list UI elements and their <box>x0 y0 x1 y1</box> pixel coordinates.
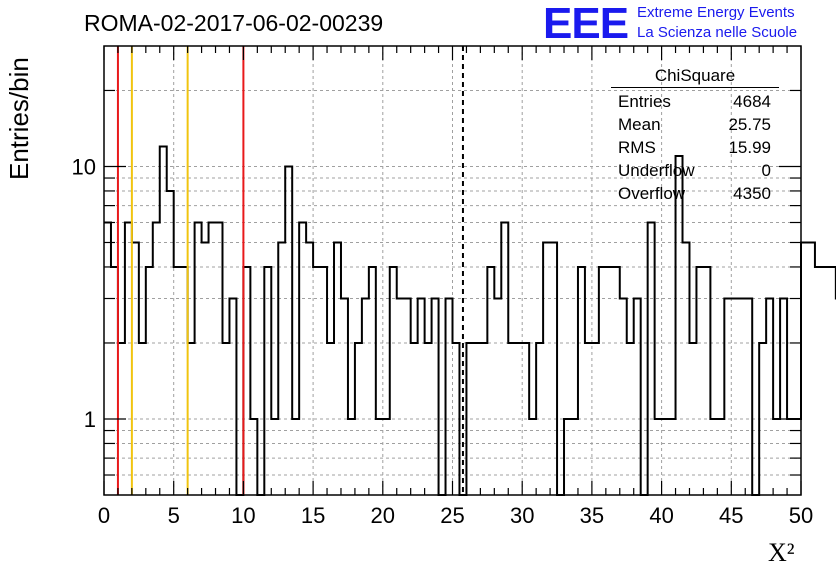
x-tick-label: 50 <box>789 503 813 528</box>
y-tick-label: 1 <box>84 407 96 432</box>
stats-label: Underflow <box>618 161 695 180</box>
x-tick-label: 5 <box>168 503 180 528</box>
y-tick-label: 10 <box>72 154 96 179</box>
stats-value: 4684 <box>733 92 771 111</box>
plot-title: ROMA-02-2017-06-02-00239 <box>84 10 384 36</box>
stats-row-underflow: Underflow 0 <box>611 159 779 182</box>
stats-label: Mean <box>618 115 661 134</box>
stats-row-overflow: Overflow 4350 <box>611 182 779 205</box>
stats-value: 25.75 <box>728 115 771 134</box>
stats-label: RMS <box>618 138 656 157</box>
stats-title: ChiSquare <box>611 66 779 88</box>
stats-box: ChiSquare Entries 4684 Mean 25.75 RMS 15… <box>611 66 779 205</box>
x-tick-label: 40 <box>649 503 673 528</box>
stats-row-mean: Mean 25.75 <box>611 113 779 136</box>
x-tick-label: 20 <box>371 503 395 528</box>
stats-row-entries: Entries 4684 <box>611 90 779 113</box>
stats-label: Entries <box>618 92 671 111</box>
x-tick-label: 0 <box>98 503 110 528</box>
histogram-line <box>104 145 836 496</box>
y-axis-label: Entries/bin <box>4 57 34 180</box>
x-tick-label: 10 <box>231 503 255 528</box>
x-tick-label: 45 <box>719 503 743 528</box>
x-tick-label: 15 <box>301 503 325 528</box>
stats-row-rms: RMS 15.99 <box>611 136 779 159</box>
stats-value: 4350 <box>733 184 771 203</box>
stats-label: Overflow <box>618 184 686 203</box>
x-tick-label: 35 <box>580 503 604 528</box>
x-axis-label: X² <box>768 538 795 567</box>
stats-value: 15.99 <box>728 138 771 157</box>
x-tick-label: 30 <box>510 503 534 528</box>
stats-value: 0 <box>761 161 771 180</box>
eee-logo: EEE <box>543 0 629 48</box>
brand-line-1: Extreme Energy Events <box>637 4 795 21</box>
x-tick-label: 25 <box>440 503 464 528</box>
brand-line-2: La Scienza nelle Scuole <box>637 24 798 41</box>
